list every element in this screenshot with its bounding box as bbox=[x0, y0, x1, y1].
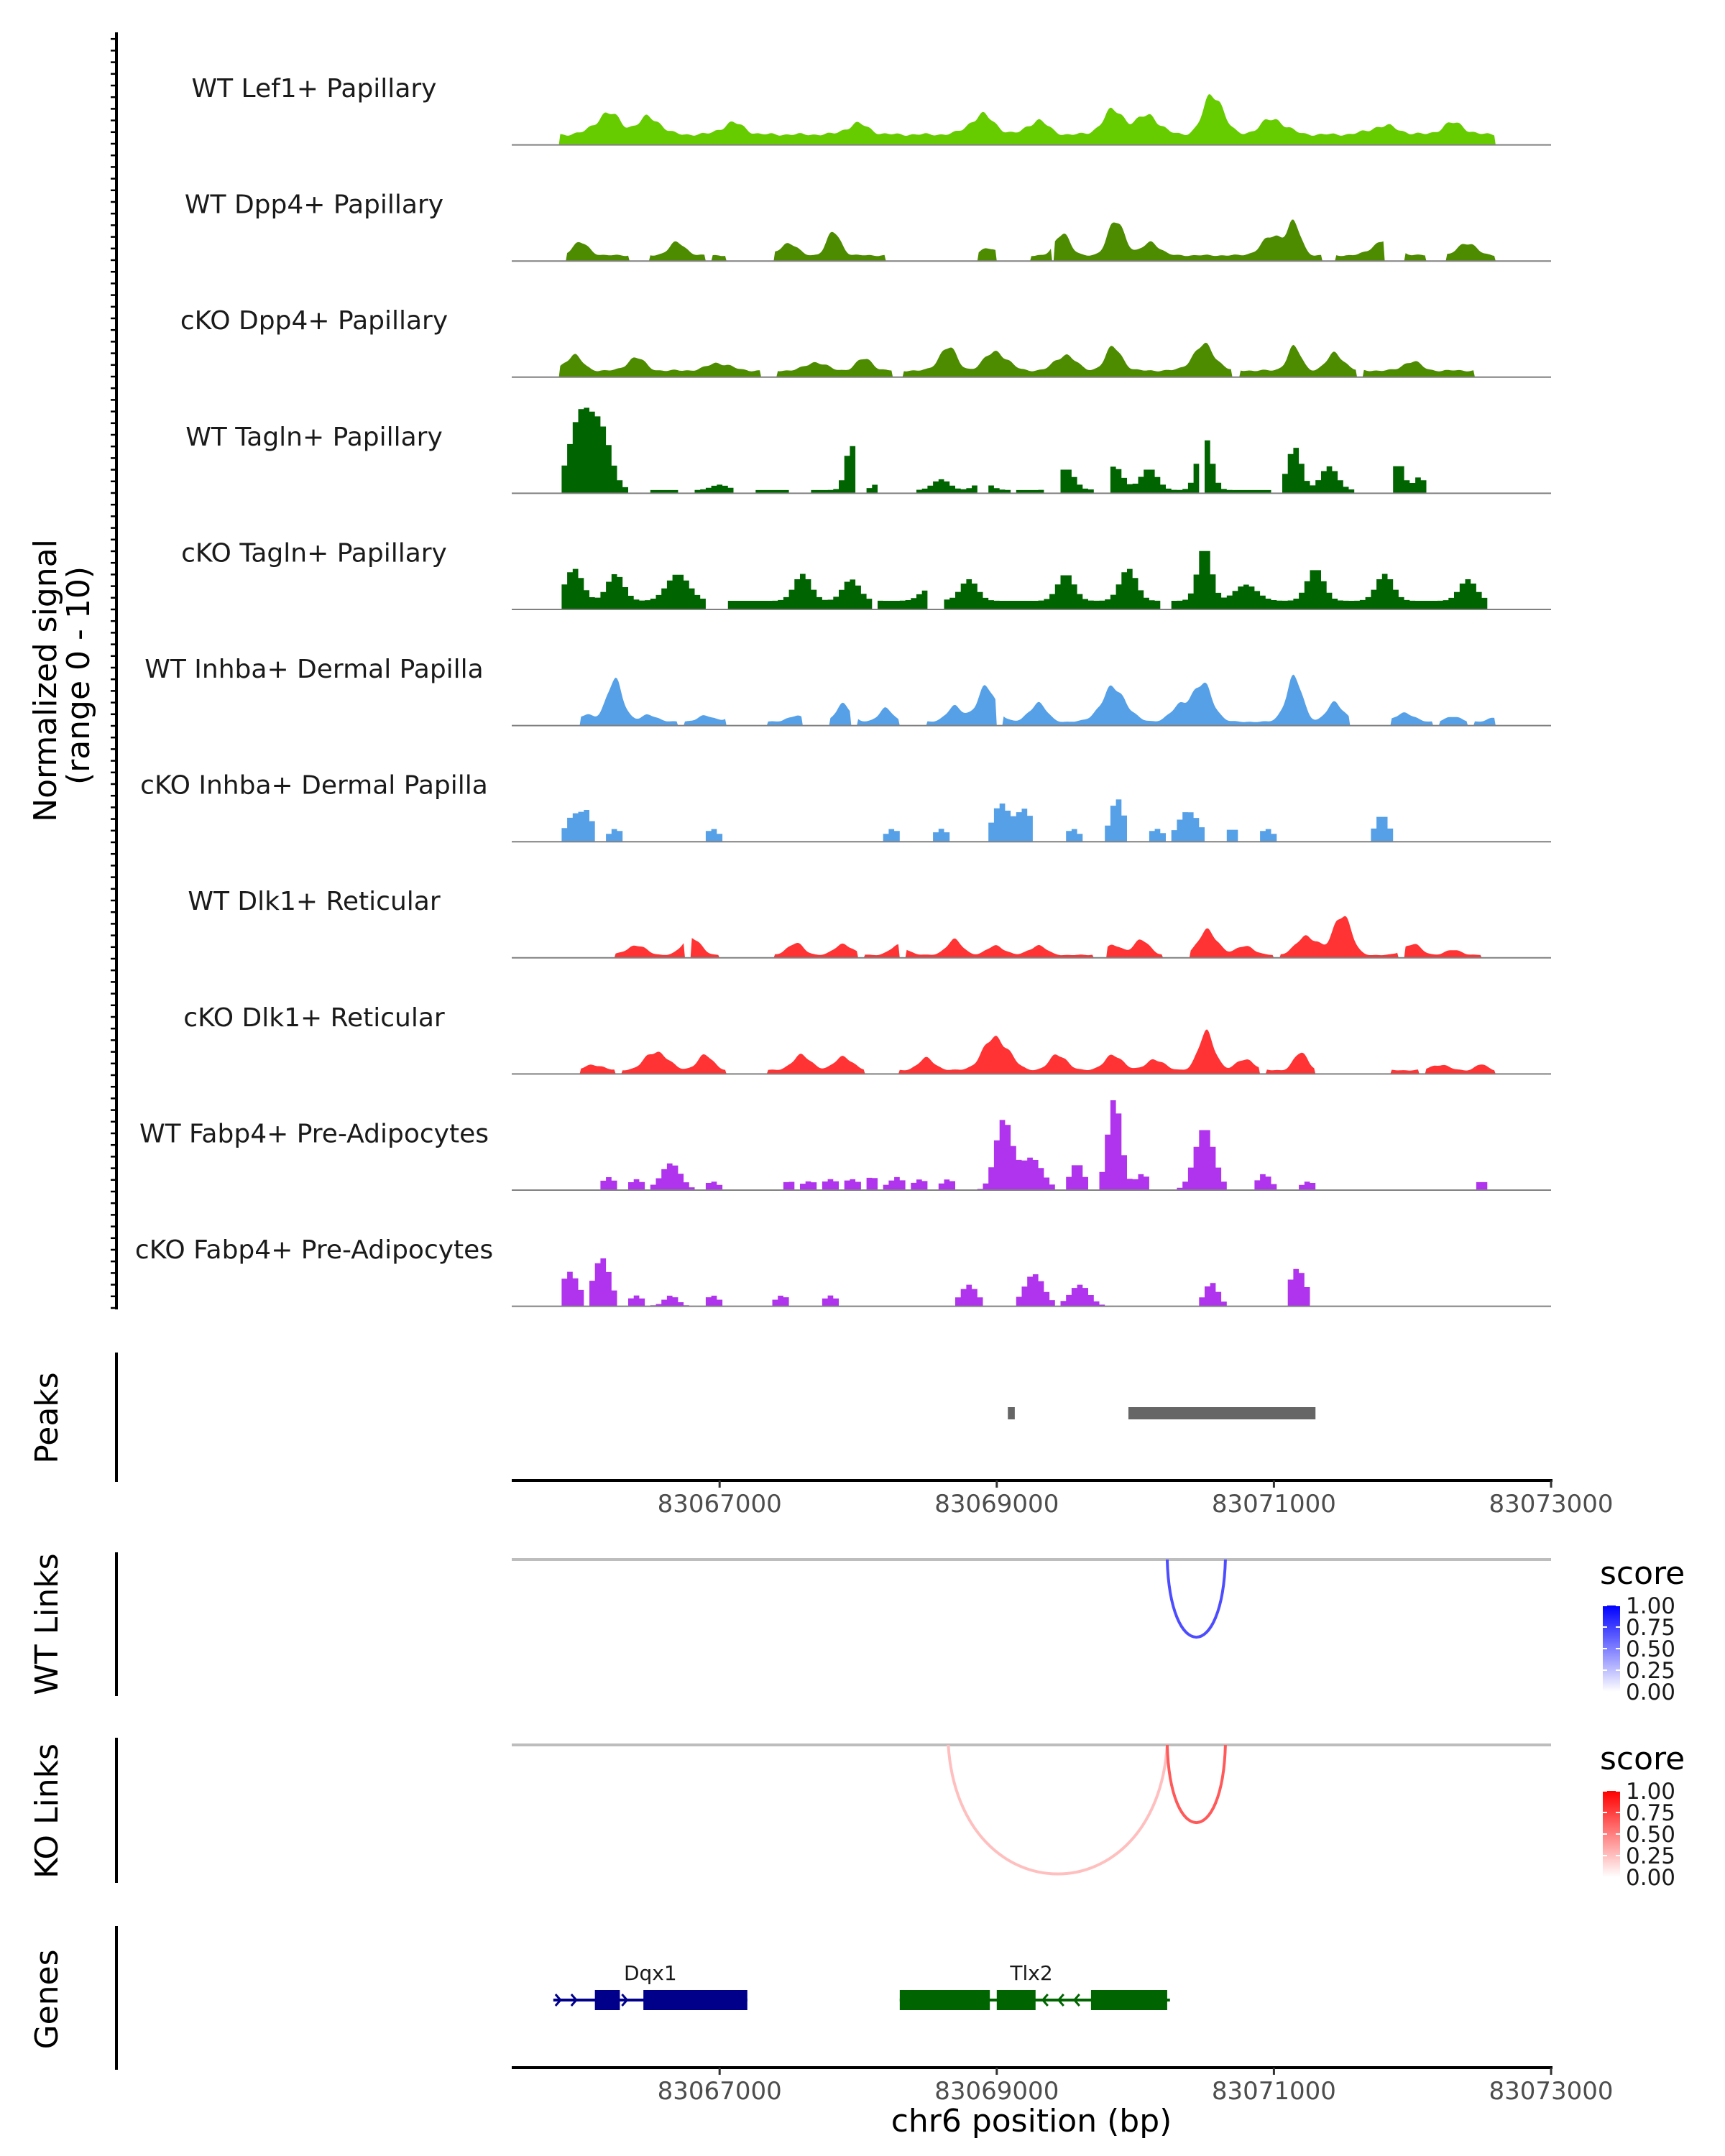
wt-score-legend: score 1.000.750.500.250.00 bbox=[1600, 1555, 1685, 1705]
coverage-track-wt-tagln-papillary: WT Tagln+ Papillary bbox=[185, 407, 1551, 494]
signal-axis-title: Normalized signal (range 0 - 10) bbox=[27, 529, 97, 822]
coverage-track-label: WT Tagln+ Papillary bbox=[185, 423, 443, 452]
legend-tick-label: 0.75 bbox=[1626, 1800, 1675, 1826]
coverage-track-wt-lef1-papillary: WT Lef1+ Papillary bbox=[192, 74, 1551, 146]
link-arc bbox=[1165, 1559, 1227, 1639]
gene-exon bbox=[594, 1990, 620, 2010]
gene-exon bbox=[899, 1990, 990, 2010]
legend-tick-label: 0.00 bbox=[1626, 1680, 1675, 1705]
coverage-area bbox=[512, 407, 1551, 494]
coverage-area bbox=[512, 219, 1551, 262]
coverage-area bbox=[512, 799, 1551, 842]
coverage-area bbox=[512, 550, 1551, 609]
strand-arrow bbox=[621, 1994, 629, 2007]
coverage-track-label: cKO Fabp4+ Pre-Adipocytes bbox=[135, 1235, 493, 1265]
signal-axis-title-line1: Normalized signal bbox=[27, 539, 64, 822]
gene-exon bbox=[1090, 1990, 1167, 2010]
strand-arrow bbox=[1041, 1994, 1049, 2007]
coverage-track-label: WT Dlk1+ Reticular bbox=[188, 887, 440, 916]
coverage-track-label: WT Dpp4+ Papillary bbox=[185, 190, 443, 220]
coverage-area bbox=[512, 674, 1551, 726]
gene-exon bbox=[996, 1990, 1036, 2010]
strand-arrow bbox=[570, 1994, 578, 2007]
x-tick-label: 83073000 bbox=[1489, 2077, 1613, 2106]
coverage-track-label: WT Inhba+ Dermal Papilla bbox=[144, 655, 483, 684]
coverage-track-label: WT Fabp4+ Pre-Adipocytes bbox=[139, 1119, 489, 1148]
x-tick-label: 83073000 bbox=[1489, 1490, 1613, 1519]
wt-links-track-label: WT Links bbox=[29, 1553, 65, 1695]
strand-arrow bbox=[554, 1994, 562, 2007]
x-tick-label: 83067000 bbox=[658, 1490, 782, 1519]
ko-links-track-label: KO Links bbox=[29, 1743, 65, 1879]
gene-name: Dqx1 bbox=[624, 1961, 677, 1985]
coverage-track-cko-fabp4-pre-adipocytes: cKO Fabp4+ Pre-Adipocytes bbox=[135, 1235, 1551, 1307]
signal-axis-title-line2: (range 0 - 10) bbox=[60, 566, 97, 785]
coverage-track-label: cKO Dpp4+ Papillary bbox=[180, 306, 448, 336]
peak-region bbox=[1008, 1407, 1015, 1419]
link-arc bbox=[1165, 1744, 1227, 1825]
ko-legend-title: score bbox=[1600, 1741, 1685, 1777]
peaks-regions bbox=[1008, 1407, 1316, 1419]
legend-tick-label: 0.00 bbox=[1626, 1865, 1675, 1891]
wt-legend-title: score bbox=[1600, 1555, 1685, 1592]
x-axis-bottom: 83067000 83069000 83071000 83073000 bbox=[512, 2066, 1614, 2106]
x-axis-title: chr6 position (bp) bbox=[891, 2103, 1172, 2139]
legend-tick-label: 0.50 bbox=[1626, 1636, 1675, 1662]
coverage-track-label: cKO Inhba+ Dermal Papilla bbox=[140, 771, 488, 801]
coverage-track-wt-dpp4-papillary: WT Dpp4+ Papillary bbox=[185, 190, 1551, 262]
coverage-track-cko-inhba-dermal-papilla: cKO Inhba+ Dermal Papilla bbox=[140, 771, 1551, 843]
legend-tick-label: 0.25 bbox=[1626, 1658, 1675, 1684]
strand-arrow bbox=[1057, 1994, 1064, 2007]
coverage-track-cko-tagln-papillary: cKO Tagln+ Papillary bbox=[181, 538, 1551, 610]
gene-tlx2: Tlx2 bbox=[899, 1961, 1170, 2010]
signal-axis-ticks bbox=[111, 37, 116, 1309]
coverage-area bbox=[512, 1100, 1551, 1190]
wt-links-arcs bbox=[1165, 1559, 1227, 1639]
ko-links-arcs bbox=[947, 1744, 1227, 1876]
legend-tick-label: 0.25 bbox=[1626, 1843, 1675, 1869]
coverage-track-wt-inhba-dermal-papilla: WT Inhba+ Dermal Papilla bbox=[144, 655, 1551, 727]
ko-legend-ticks: 1.000.750.500.250.00 bbox=[1603, 1779, 1675, 1891]
gene-models: Dqx1 Tlx2 bbox=[553, 1961, 1170, 2010]
coverage-area bbox=[512, 1029, 1551, 1074]
coverage-track-wt-fabp4-pre-adipocytes: WT Fabp4+ Pre-Adipocytes bbox=[139, 1100, 1551, 1191]
coverage-area bbox=[512, 1258, 1551, 1307]
legend-tick-label: 1.00 bbox=[1626, 1593, 1675, 1619]
link-arc bbox=[947, 1744, 1169, 1876]
genes-track-label: Genes bbox=[29, 1949, 65, 2049]
gene-dqx1: Dqx1 bbox=[553, 1961, 748, 2010]
coverage-area bbox=[512, 342, 1551, 377]
x-tick-label: 83071000 bbox=[1212, 2077, 1336, 2106]
coverage-track-wt-dlk1-reticular: WT Dlk1+ Reticular bbox=[188, 887, 1551, 959]
coverage-area bbox=[512, 916, 1551, 958]
legend-tick-label: 0.75 bbox=[1626, 1615, 1675, 1641]
ko-score-legend: score 1.000.750.500.250.00 bbox=[1600, 1741, 1685, 1891]
x-tick-label: 83069000 bbox=[934, 2077, 1059, 2106]
coverage-tracks: WT Lef1+ Papillary WT Dpp4+ Papillary cKO … bbox=[135, 74, 1551, 1307]
x-axis-top: 83067000 83069000 83071000 83073000 bbox=[512, 1479, 1614, 1519]
coverage-track-cko-dlk1-reticular: cKO Dlk1+ Reticular bbox=[183, 1003, 1551, 1075]
x-tick-label: 83071000 bbox=[1212, 1490, 1336, 1519]
strand-arrow bbox=[1072, 1994, 1080, 2007]
gene-exon bbox=[643, 1990, 748, 2010]
coverage-track-label: WT Lef1+ Papillary bbox=[192, 74, 437, 103]
x-tick-label: 83069000 bbox=[934, 1490, 1059, 1519]
legend-tick-label: 1.00 bbox=[1626, 1779, 1675, 1805]
coverage-track-label: cKO Dlk1+ Reticular bbox=[183, 1003, 445, 1033]
coverage-track-label: cKO Tagln+ Papillary bbox=[181, 538, 447, 568]
coverage-area bbox=[512, 94, 1551, 145]
x-tick-label: 83067000 bbox=[658, 2077, 782, 2106]
peaks-track-label: Peaks bbox=[29, 1372, 65, 1463]
legend-tick-label: 0.50 bbox=[1626, 1822, 1675, 1848]
peak-region bbox=[1128, 1407, 1316, 1419]
coverage-track-cko-dpp4-papillary: cKO Dpp4+ Papillary bbox=[180, 306, 1551, 378]
wt-legend-ticks: 1.000.750.500.250.00 bbox=[1603, 1593, 1675, 1705]
gene-name: Tlx2 bbox=[1009, 1961, 1052, 1985]
